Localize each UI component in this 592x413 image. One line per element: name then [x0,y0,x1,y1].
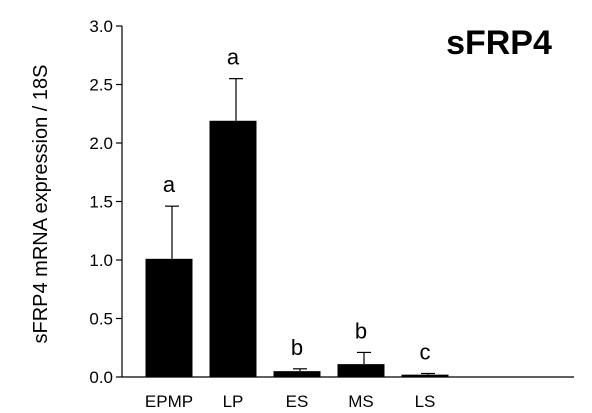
y-tick-label: 0.0 [89,368,113,387]
y-axis-ticks: 0.0 0.5 1.0 1.5 2.0 2.5 3.0 [89,17,122,387]
significance-label: b [355,318,367,343]
x-tick-label: LP [223,392,244,411]
y-tick-label: 3.0 [89,17,113,36]
y-axis-title: sFRP4 mRNA expression / 18S [30,65,52,344]
error-bars [165,78,435,375]
y-tick-label: 1.5 [89,193,113,212]
x-axis-labels: EPMP LP ES MS LS [145,392,435,411]
x-tick-label: ES [286,392,309,411]
bar-ls [401,374,449,377]
bars [145,120,449,378]
bar-lp [209,120,257,378]
significance-labels: a a b b c [163,45,431,365]
bar-epmp [145,258,193,377]
y-tick-label: 1.0 [89,251,113,270]
significance-label: a [163,172,176,197]
significance-label: c [420,339,431,364]
y-tick-label: 2.0 [89,134,113,153]
x-tick-label: EPMP [145,392,193,411]
bar-es [273,371,321,377]
y-tick-label: 2.5 [89,76,113,95]
bar-ms [337,364,385,377]
significance-label: a [227,45,240,70]
y-tick-label: 0.5 [89,310,113,329]
x-tick-label: LS [415,392,436,411]
chart-title: sFRP4 [446,24,552,62]
significance-label: b [291,335,303,360]
x-tick-label: MS [348,392,374,411]
